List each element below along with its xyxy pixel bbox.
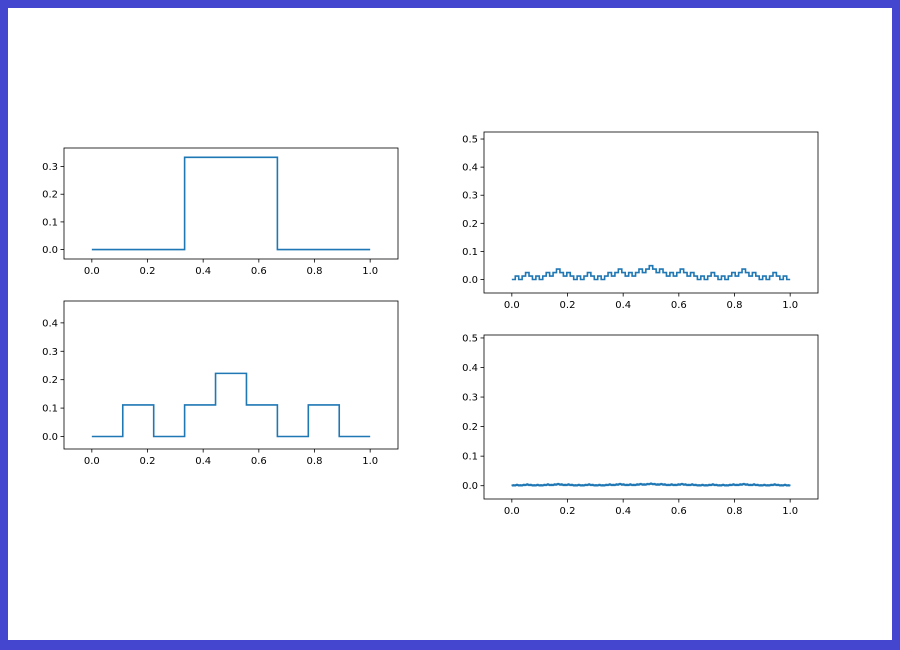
y-tick-label: 0.2 [42, 190, 58, 201]
y-tick-label: 0.3 [462, 191, 478, 202]
y-tick-label: 0.4 [462, 163, 478, 174]
x-tick-label: 0.0 [504, 300, 520, 311]
y-tick-label: 0.5 [462, 135, 478, 146]
x-tick-label: 0.0 [84, 266, 100, 277]
axes-3: 0.0 0.2 0.4 0.6 0.8 1.0 0.0 0.1 0.2 0.3 0.4 0.5 [462, 131, 819, 311]
x-tick-label: 0.2 [140, 266, 156, 277]
x-tick-label: 0.4 [615, 300, 631, 311]
y-tick-label: 0.3 [42, 347, 58, 358]
x-tick-label: 0.4 [615, 506, 631, 517]
x-tick-label: 0.4 [195, 456, 211, 467]
x-tick-label: 0.6 [251, 266, 267, 277]
x-tick-label: 0.2 [560, 506, 576, 517]
axes-frame [483, 334, 819, 500]
series-line-1 [511, 482, 791, 487]
x-tick-label: 0.4 [195, 266, 211, 277]
axes-4: 0.0 0.2 0.4 0.6 0.8 1.0 0.0 0.1 0.2 0.3 0.4 0.5 [462, 333, 819, 517]
y-tick-label: 0.0 [462, 481, 478, 492]
x-tick-label: 0.6 [251, 456, 267, 467]
series-line-1 [511, 264, 791, 281]
axes-2: 0.0 0.2 0.4 0.6 0.8 1.0 0.0 0.1 0.2 0.3 0.4 [42, 300, 399, 467]
x-tick-label: 0.8 [307, 456, 323, 467]
x-tick-label: 0.2 [140, 456, 156, 467]
series-line-1 [91, 372, 371, 438]
y-tick-label: 0.2 [462, 219, 478, 230]
axes-frame [63, 300, 399, 450]
x-tick-label: 0.0 [504, 506, 520, 517]
x-tick-label: 0.0 [84, 456, 100, 467]
y-tick-label: 0.0 [462, 275, 478, 286]
x-tick-label: 0.2 [560, 300, 576, 311]
y-tick-label: 0.1 [42, 404, 58, 415]
y-tick-label: 0.4 [42, 318, 58, 329]
x-tick-label: 1.0 [362, 456, 378, 467]
y-tick-label: 0.0 [42, 245, 58, 256]
axes-1: 0.0 0.2 0.4 0.6 0.8 1.0 0.0 0.1 0.2 0.3 [42, 147, 399, 277]
y-tick-label: 0.4 [462, 363, 478, 374]
x-tick-label: 1.0 [782, 300, 798, 311]
x-tick-label: 0.6 [671, 300, 687, 311]
x-tick-label: 0.8 [727, 300, 743, 311]
y-tick-label: 0.1 [462, 452, 478, 463]
series-line-1 [91, 156, 371, 251]
y-tick-label: 0.2 [42, 375, 58, 386]
x-tick-label: 0.8 [307, 266, 323, 277]
x-tick-label: 1.0 [782, 506, 798, 517]
x-tick-label: 0.8 [727, 506, 743, 517]
x-tick-label: 1.0 [362, 266, 378, 277]
axes-frame [483, 131, 819, 294]
axes-frame [63, 147, 399, 260]
y-tick-label: 0.3 [42, 162, 58, 173]
y-tick-label: 0.0 [42, 432, 58, 443]
y-tick-label: 0.2 [462, 422, 478, 433]
figure-svg: 0.0 0.2 0.4 0.6 0.8 1.00.00.10.20.30.0 0.2 0.4 0… [42, 131, 819, 517]
figure-canvas: 0.0 0.2 0.4 0.6 0.8 1.0 0.0 0.1 0.2 0.3 0.0 0.2 0.4 0… [8, 8, 892, 640]
y-tick-label: 0.5 [462, 333, 478, 344]
y-tick-label: 0.1 [42, 217, 58, 228]
y-tick-label: 0.3 [462, 393, 478, 404]
x-tick-label: 0.6 [671, 506, 687, 517]
y-tick-label: 0.1 [462, 247, 478, 258]
